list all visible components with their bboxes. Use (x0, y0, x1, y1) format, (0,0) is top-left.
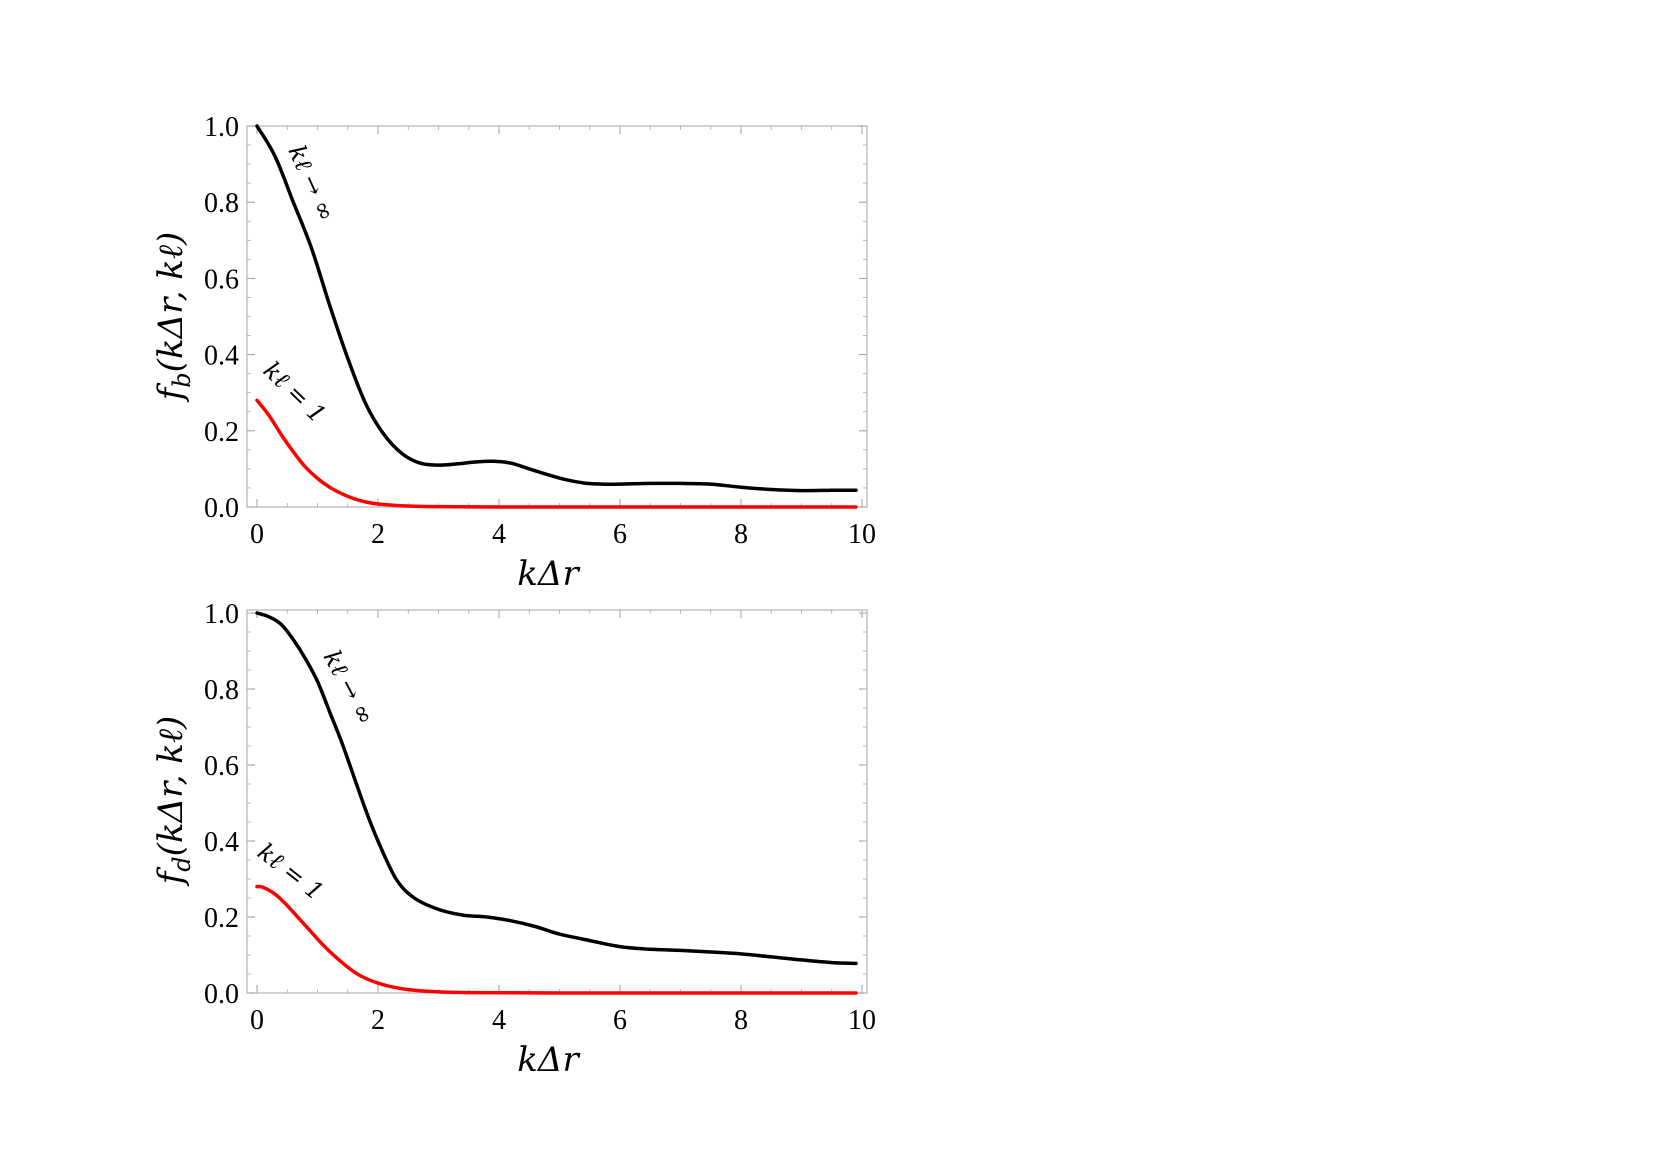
x-axis-label: kΔr (517, 1040, 580, 1080)
y-tick-label: 0.6 (204, 751, 239, 782)
y-tick-label: 0.2 (204, 417, 239, 448)
y-tick-label: 0.2 (204, 903, 239, 934)
curves (255, 124, 858, 509)
y-tick-label: 1.0 (204, 599, 239, 630)
y-tick-label: 0.4 (204, 827, 239, 858)
tick-labels: 0 2 4 6 8 10 0.0 0.2 0.4 0.6 0.8 1.0 (204, 599, 876, 1036)
series-line-kl-infinity (255, 124, 858, 493)
plot-frame (246, 125, 868, 508)
y-axis-label-args: (kΔr, kℓ) (151, 716, 191, 857)
y-axis-label-sub: b (168, 372, 196, 387)
tick-marks (247, 125, 867, 508)
curve-label-kl-infinity: kℓ → ∞ (283, 141, 341, 225)
y-axis-label: fd(kΔr, kℓ) (151, 716, 196, 888)
x-tick-label: 10 (848, 1005, 876, 1036)
tick-labels: 0 2 4 6 8 10 0.0 0.2 0.4 0.6 0.8 1.0 (204, 112, 876, 550)
series-line-kl-1 (255, 398, 858, 509)
x-tick-label: 4 (492, 519, 506, 550)
svg-text:fb(kΔr, kℓ): fb(kΔr, kℓ) (151, 232, 196, 404)
x-tick-label: 0 (250, 1005, 264, 1036)
x-tick-label: 8 (734, 519, 748, 550)
x-tick-label: 6 (613, 1005, 627, 1036)
x-tick-label: 6 (613, 519, 627, 550)
y-tick-label: 0.8 (204, 675, 239, 706)
series-line-kl-infinity (255, 611, 858, 966)
chart-fb: 0 2 4 6 8 10 0.0 0.2 0.4 0.6 0.8 1.0 kΔr fb(kΔr, kℓ… (151, 112, 876, 594)
x-tick-label: 2 (371, 1005, 385, 1036)
y-axis-label: fb(kΔr, kℓ) (151, 232, 196, 404)
svg-text:fd(kΔr, kℓ): fd(kΔr, kℓ) (151, 716, 196, 888)
y-axis-label-args: (kΔr, kℓ) (151, 232, 191, 373)
x-tick-label: 2 (371, 519, 385, 550)
curves (255, 611, 858, 995)
tick-marks (247, 610, 867, 994)
x-tick-label: 10 (848, 519, 876, 550)
y-tick-label: 0.8 (204, 188, 239, 219)
y-tick-label: 0.6 (204, 264, 239, 295)
curve-label-kl-1: kℓ = 1 (252, 838, 328, 906)
y-tick-label: 1.0 (204, 112, 239, 143)
y-tick-label: 0.0 (204, 493, 239, 524)
chart-fd: 0 2 4 6 8 10 0.0 0.2 0.4 0.6 0.8 1.0 kΔr fd(kΔr, kℓ… (151, 599, 876, 1080)
series-line-kl-1 (255, 884, 858, 995)
x-tick-label: 8 (734, 1005, 748, 1036)
y-axis-label-sub: d (168, 856, 196, 871)
x-tick-label: 4 (492, 1005, 506, 1036)
y-tick-label: 0.4 (204, 341, 239, 372)
x-tick-label: 0 (250, 519, 264, 550)
curve-label-kl-infinity: kℓ → ∞ (318, 646, 380, 730)
y-tick-label: 0.0 (204, 979, 239, 1010)
x-axis-label: kΔr (517, 554, 580, 594)
